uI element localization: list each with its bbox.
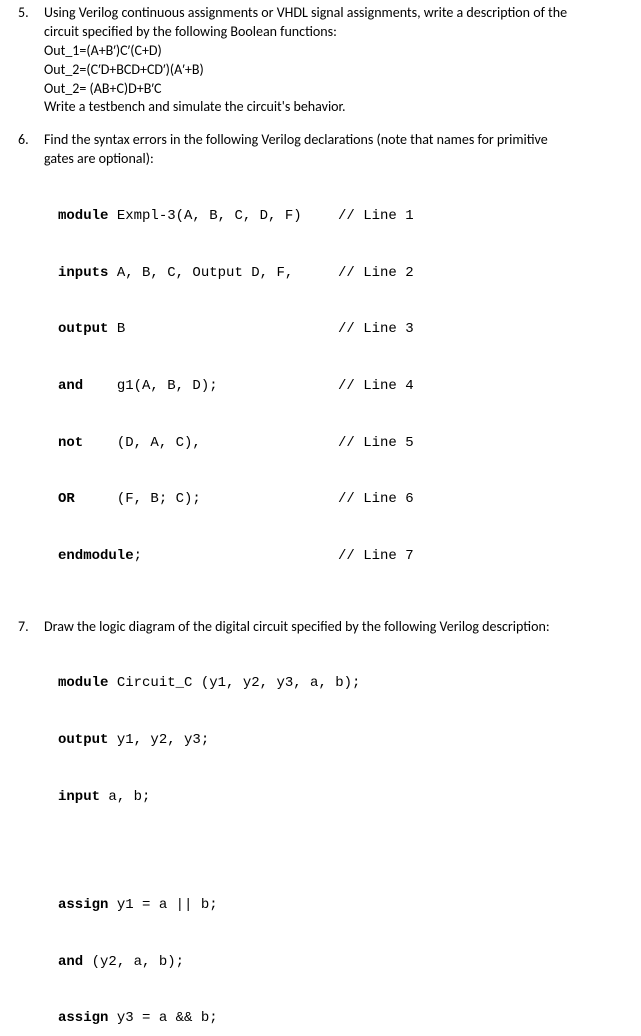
q5-line: Out_1=(A+B′)C′(C+D): [44, 42, 623, 61]
q7-body: Draw the logic diagram of the digital ci…: [44, 618, 623, 1036]
q7-code-block-2: assign y1 = a || b; and (y2, a, b); assi…: [58, 858, 623, 1036]
code-row: endmodule; // Line 7: [58, 547, 623, 566]
q5-line: Out_2=(C′D+BCD+CD′)(A′+B): [44, 61, 623, 80]
code-row: output y1, y2, y3;: [58, 731, 623, 750]
code-kw: OR: [58, 491, 75, 507]
code-kw: not: [58, 435, 83, 451]
code-row: module Circuit_C (y1, y2, y3, a, b);: [58, 674, 623, 693]
code-row: assign y3 = a && b;: [58, 1009, 623, 1028]
q5-number: 5.: [18, 4, 44, 117]
question-5: 5. Using Verilog continuous assignments …: [18, 4, 623, 117]
q5-body: Using Verilog continuous assignments or …: [44, 4, 623, 117]
code-rest: Exmpl-3(A, B, C, D, F): [108, 208, 301, 224]
q5-line: Write a testbench and simulate the circu…: [44, 98, 623, 117]
code-comment: // Line 4: [338, 377, 623, 396]
code-rest: g1(A, B, D);: [83, 378, 217, 394]
code-rest: ;: [134, 548, 142, 564]
q7-intro: Draw the logic diagram of the digital ci…: [44, 618, 623, 637]
code-kw: output: [58, 321, 108, 337]
code-kw: assign: [58, 1010, 108, 1026]
code-kw: assign: [58, 897, 108, 913]
q6-body: Find the syntax errors in the following …: [44, 131, 623, 603]
code-kw: endmodule: [58, 548, 134, 564]
code-rest: y3 = a && b;: [108, 1010, 217, 1026]
q6-code-block: module Exmpl-3(A, B, C, D, F) // Line 1 …: [58, 169, 623, 603]
code-rest: (F, B; C);: [75, 491, 201, 507]
q7-code-block-1: module Circuit_C (y1, y2, y3, a, b); out…: [58, 637, 623, 845]
code-rest: Circuit_C (y1, y2, y3, a, b);: [108, 675, 360, 691]
question-6: 6. Find the syntax errors in the followi…: [18, 131, 623, 603]
code-comment: // Line 6: [338, 490, 623, 509]
code-rest: B: [108, 321, 125, 337]
code-kw: and: [58, 954, 83, 970]
code-row: OR (F, B; C); // Line 6: [58, 490, 623, 509]
q5-line: Out_2= (AB+C)D+B′C: [44, 80, 623, 99]
code-comment: // Line 5: [338, 434, 623, 453]
code-rest: A, B, C, Output D, F,: [108, 265, 293, 281]
q5-line: Using Verilog continuous assignments or …: [44, 4, 623, 23]
code-row: output B // Line 3: [58, 320, 623, 339]
code-row: assign y1 = a || b;: [58, 896, 623, 915]
code-row: input a, b;: [58, 788, 623, 807]
q6-intro-line: gates are optional):: [44, 150, 623, 169]
code-row: and (y2, a, b);: [58, 953, 623, 972]
code-row: module Exmpl-3(A, B, C, D, F) // Line 1: [58, 207, 623, 226]
code-rest: y1 = a || b;: [108, 897, 217, 913]
blank-line: [44, 844, 623, 858]
code-comment: // Line 7: [338, 547, 623, 566]
code-rest: y1, y2, y3;: [108, 732, 209, 748]
q5-line: circuit specified by the following Boole…: [44, 23, 623, 42]
q6-intro-line: Find the syntax errors in the following …: [44, 131, 623, 150]
code-kw: input: [58, 789, 100, 805]
code-kw: module: [58, 208, 108, 224]
code-row: not (D, A, C), // Line 5: [58, 434, 623, 453]
page: 5. Using Verilog continuous assignments …: [0, 0, 641, 1036]
code-comment: // Line 1: [338, 207, 623, 226]
code-row: and g1(A, B, D); // Line 4: [58, 377, 623, 396]
code-kw: inputs: [58, 265, 108, 281]
code-rest: a, b;: [100, 789, 150, 805]
question-7: 7. Draw the logic diagram of the digital…: [18, 618, 623, 1036]
code-kw: output: [58, 732, 108, 748]
code-rest: (y2, a, b);: [83, 954, 184, 970]
code-kw: and: [58, 378, 83, 394]
code-comment: // Line 2: [338, 264, 623, 283]
code-kw: module: [58, 675, 108, 691]
code-rest: (D, A, C),: [83, 435, 201, 451]
q7-number: 7.: [18, 618, 44, 1036]
code-comment: // Line 3: [338, 320, 623, 339]
code-row: inputs A, B, C, Output D, F, // Line 2: [58, 264, 623, 283]
q6-number: 6.: [18, 131, 44, 603]
